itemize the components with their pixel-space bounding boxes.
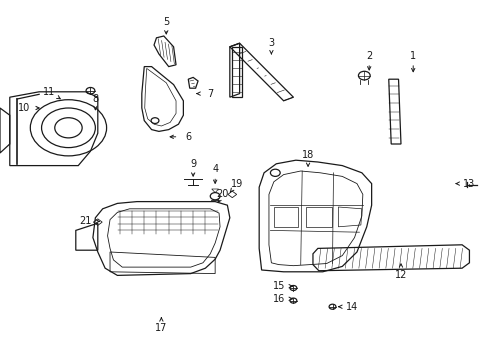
- Text: 19: 19: [230, 179, 243, 189]
- Text: 13: 13: [462, 179, 475, 189]
- Text: 20: 20: [216, 189, 228, 199]
- Text: 11: 11: [42, 87, 55, 97]
- Text: 12: 12: [394, 270, 407, 280]
- Text: 8: 8: [92, 94, 98, 104]
- Text: 18: 18: [301, 150, 314, 160]
- Text: 16: 16: [272, 294, 285, 304]
- Text: 1: 1: [409, 51, 415, 61]
- Text: 4: 4: [212, 164, 218, 174]
- Text: 14: 14: [345, 302, 358, 312]
- Text: 10: 10: [18, 103, 31, 113]
- Text: 2: 2: [366, 51, 371, 61]
- Text: 3: 3: [268, 38, 274, 48]
- Text: 9: 9: [190, 159, 196, 169]
- Text: 17: 17: [155, 323, 167, 333]
- Text: 7: 7: [207, 89, 213, 99]
- Text: 6: 6: [185, 132, 191, 142]
- Text: 21: 21: [79, 216, 92, 226]
- Text: 15: 15: [272, 281, 285, 291]
- Text: 5: 5: [163, 17, 169, 27]
